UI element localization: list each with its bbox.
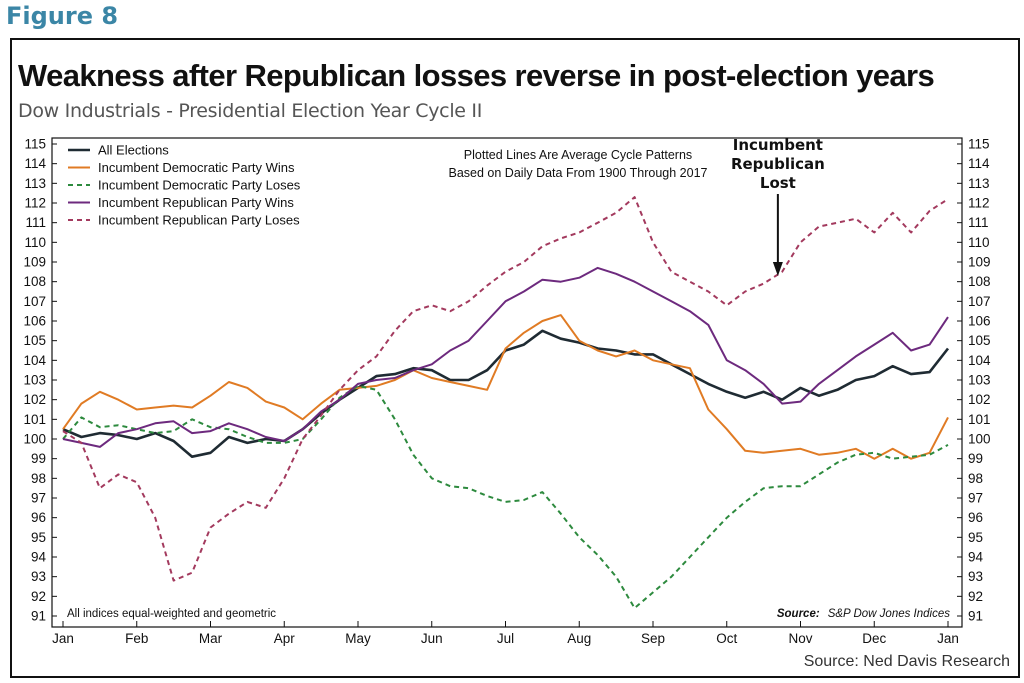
y-tick-label-left: 114 bbox=[24, 156, 46, 171]
y-tick-label-right: 102 bbox=[968, 392, 991, 407]
y-axis-left: 91 92 93 94 95 96 97 98 99 100 101 102 103 104 105 106 1… bbox=[23, 137, 57, 624]
y-tick-label-right: 104 bbox=[968, 353, 991, 368]
x-tick-label-aug: Aug bbox=[567, 631, 591, 646]
y-tick-label-right: 91 bbox=[968, 609, 983, 624]
annotation-line-3: Lost bbox=[760, 174, 796, 192]
series-line-dem-wins bbox=[62, 314, 949, 460]
footnote-left: All indices equal-weighted and geometric bbox=[67, 608, 276, 620]
x-tick-label-dec: Dec bbox=[862, 631, 886, 646]
series-line-rep-loses bbox=[62, 196, 949, 582]
y-tick-label-left: 100 bbox=[23, 432, 46, 447]
y-tick-label-left: 97 bbox=[31, 491, 46, 506]
y-tick-label-right: 115 bbox=[968, 137, 990, 152]
note-line-1: Plotted Lines Are Average Cycle Patterns bbox=[464, 148, 692, 162]
y-tick-label-right: 97 bbox=[968, 491, 983, 506]
footnote-source-value: S&P Dow Jones Indices bbox=[828, 608, 951, 620]
y-tick-label-left: 105 bbox=[23, 333, 46, 348]
legend-label-rep-loses: Incumbent Republican Party Loses bbox=[98, 213, 300, 228]
y-tick-label-right: 114 bbox=[968, 156, 990, 171]
y-tick-label-right: 95 bbox=[968, 530, 983, 545]
x-axis: Jan Feb Mar Apr May Jun Jul Aug Sep Oct Nov Dec Jan bbox=[52, 621, 959, 646]
plot-note: Plotted Lines Are Average Cycle Patterns… bbox=[449, 148, 708, 180]
series-line-dem-loses bbox=[62, 384, 949, 610]
y-tick-label-left: 113 bbox=[24, 176, 46, 191]
y-tick-label-right: 109 bbox=[968, 255, 991, 270]
y-tick-label-left: 108 bbox=[23, 274, 46, 289]
chart-title: Weakness after Republican losses reverse… bbox=[18, 58, 935, 93]
y-tick-label-right: 107 bbox=[968, 294, 991, 309]
y-axis-right: 91 92 93 94 95 96 97 98 99 100 101 102 103 104 105 106 1… bbox=[957, 137, 991, 624]
footnote-source: Source: S&P Dow Jones Indices bbox=[777, 608, 950, 620]
y-tick-label-right: 112 bbox=[968, 196, 990, 211]
y-tick-label-left: 99 bbox=[31, 451, 46, 466]
y-tick-label-left: 103 bbox=[23, 373, 46, 388]
y-tick-label-left: 106 bbox=[23, 314, 46, 329]
legend-label-rep-wins: Incumbent Republican Party Wins bbox=[98, 195, 294, 210]
y-tick-label-right: 101 bbox=[968, 412, 991, 427]
y-tick-label-left: 98 bbox=[31, 471, 46, 486]
y-tick-label-left: 110 bbox=[24, 235, 46, 250]
y-tick-label-right: 105 bbox=[968, 333, 991, 348]
y-tick-label-left: 104 bbox=[23, 353, 46, 368]
y-tick-label-right: 111 bbox=[968, 215, 989, 230]
chart-subtitle: Dow Industrials - Presidential Election … bbox=[18, 100, 483, 122]
y-tick-label-right: 106 bbox=[968, 314, 991, 329]
y-tick-label-left: 115 bbox=[24, 137, 46, 152]
x-tick-label-sep: Sep bbox=[641, 631, 665, 646]
y-tick-label-right: 93 bbox=[968, 569, 983, 584]
annotation-line-1: Incumbent bbox=[733, 136, 823, 154]
y-tick-label-left: 111 bbox=[25, 215, 46, 230]
y-tick-label-right: 92 bbox=[968, 589, 983, 604]
y-tick-label-right: 99 bbox=[968, 451, 983, 466]
y-tick-label-left: 107 bbox=[23, 294, 46, 309]
y-tick-label-right: 100 bbox=[968, 432, 991, 447]
x-tick-label-may: May bbox=[345, 631, 371, 646]
y-tick-label-left: 101 bbox=[23, 412, 46, 427]
y-tick-label-left: 94 bbox=[31, 550, 47, 565]
source-credit: Source: Ned Davis Research bbox=[803, 653, 1010, 670]
y-tick-label-left: 92 bbox=[31, 589, 46, 604]
y-tick-label-right: 96 bbox=[968, 510, 983, 525]
series-line-rep-wins bbox=[62, 266, 949, 448]
legend-label-dem-wins: Incumbent Democratic Party Wins bbox=[98, 160, 295, 175]
y-tick-label-left: 109 bbox=[23, 255, 46, 270]
y-tick-label-right: 94 bbox=[968, 550, 984, 565]
plot-area bbox=[51, 137, 963, 628]
y-tick-label-left: 93 bbox=[31, 569, 46, 584]
x-tick-label-nov: Nov bbox=[788, 631, 812, 646]
x-tick-label-jan: Jan bbox=[937, 631, 959, 646]
y-tick-label-right: 98 bbox=[968, 471, 983, 486]
footnote-source-label: Source: bbox=[777, 608, 820, 620]
x-tick-label-apr: Apr bbox=[274, 631, 296, 646]
y-tick-label-right: 113 bbox=[968, 176, 990, 191]
y-tick-label-left: 96 bbox=[31, 510, 46, 525]
series-lines bbox=[62, 196, 950, 610]
x-tick-label-mar: Mar bbox=[199, 631, 223, 646]
y-tick-label-right: 103 bbox=[968, 373, 991, 388]
annotation-incumbent-republican-lost: Incumbent Republican Lost bbox=[731, 136, 825, 276]
legend-label-dem-loses: Incumbent Democratic Party Loses bbox=[98, 178, 301, 193]
x-tick-label-jun: Jun bbox=[421, 631, 443, 646]
note-line-2: Based on Daily Data From 1900 Through 20… bbox=[449, 166, 708, 180]
legend: All Elections Incumbent Democratic Party … bbox=[68, 143, 301, 228]
x-tick-label-jul: Jul bbox=[497, 631, 514, 646]
y-tick-label-left: 102 bbox=[23, 392, 46, 407]
annotation-arrow-head bbox=[772, 262, 783, 276]
x-tick-label-feb: Feb bbox=[125, 631, 148, 646]
legend-label-all: All Elections bbox=[98, 143, 169, 158]
figure-frame bbox=[10, 38, 1020, 678]
y-tick-label-right: 110 bbox=[968, 235, 990, 250]
y-tick-label-left: 95 bbox=[31, 530, 46, 545]
x-tick-label-oct: Oct bbox=[716, 631, 737, 646]
y-tick-label-left: 112 bbox=[24, 196, 46, 211]
y-tick-label-left: 91 bbox=[31, 609, 46, 624]
figure-label: Figure 8 bbox=[6, 2, 119, 30]
y-tick-label-right: 108 bbox=[968, 274, 991, 289]
x-tick-label-jan: Jan bbox=[52, 631, 74, 646]
annotation-line-2: Republican bbox=[731, 155, 825, 173]
